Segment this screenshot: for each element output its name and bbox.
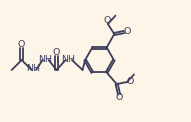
Text: NH: NH (26, 65, 40, 73)
Text: O: O (116, 93, 123, 102)
Text: NH: NH (62, 55, 76, 64)
Text: O: O (18, 40, 25, 49)
Text: O: O (104, 16, 111, 25)
Text: O: O (124, 27, 131, 36)
Text: NH: NH (38, 55, 52, 64)
Text: O: O (127, 77, 134, 86)
Text: O: O (53, 48, 60, 57)
